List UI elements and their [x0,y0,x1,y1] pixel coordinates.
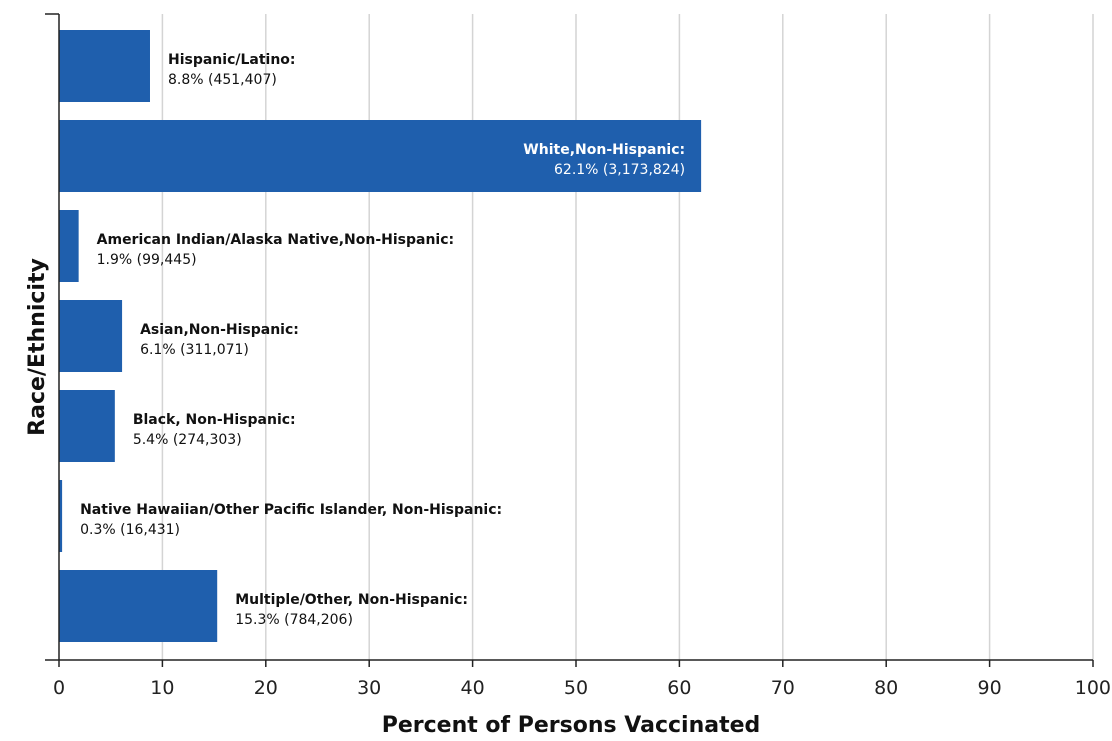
bar-value-label: 62.1% (3,173,824) [554,162,685,178]
x-tick-label: 70 [771,677,795,699]
x-tick-label: 10 [150,677,174,699]
x-tick-label: 60 [667,677,691,699]
bar-value-label: 8.8% (451,407) [168,72,277,88]
bar-value-label: 15.3% (784,206) [235,612,353,628]
bar [59,210,79,282]
x-tick-label: 90 [978,677,1002,699]
bar-value-label: 1.9% (99,445) [97,252,197,268]
x-tick-label: 50 [564,677,588,699]
bar-category-label: American Indian/Alaska Native,Non-Hispan… [97,232,454,248]
y-axis-title: Race/Ethnicity [25,258,50,436]
bar-category-label: Hispanic/Latino: [168,52,296,68]
x-tick-label: 40 [461,677,485,699]
x-axis-ticks: 0 10 20 30 40 50 60 70 80 90 100 [53,660,1111,699]
bar-category-label: Black, Non-Hispanic: [133,412,296,428]
bars [59,30,702,642]
data-labels: Hispanic/Latino: 8.8% (451,407) White,Non-… [80,52,685,628]
bar-value-label: 6.1% (311,071) [140,342,249,358]
bar-category-label: Asian,Non-Hispanic: [140,322,299,338]
axes [45,13,1093,661]
x-tick-label: 30 [357,677,381,699]
x-tick-label: 0 [53,677,65,699]
x-tick-label: 100 [1075,677,1111,699]
bar-category-label: White,Non-Hispanic: [523,142,685,158]
bar-value-label: 0.3% (16,431) [80,522,180,538]
bar [59,30,150,102]
bar [59,120,702,192]
x-axis-title: Percent of Persons Vaccinated [382,713,761,738]
bar-category-label: Multiple/Other, Non-Hispanic: [235,592,468,608]
bar [59,300,123,372]
bar-value-label: 5.4% (274,303) [133,432,242,448]
gridlines [161,14,1094,660]
bar-category-label: Native Hawaiian/Other Pacific Islander, … [80,502,502,518]
x-tick-label: 20 [254,677,278,699]
bar [59,570,218,642]
bar [59,480,63,552]
x-tick-label: 80 [874,677,898,699]
bar [59,390,115,462]
